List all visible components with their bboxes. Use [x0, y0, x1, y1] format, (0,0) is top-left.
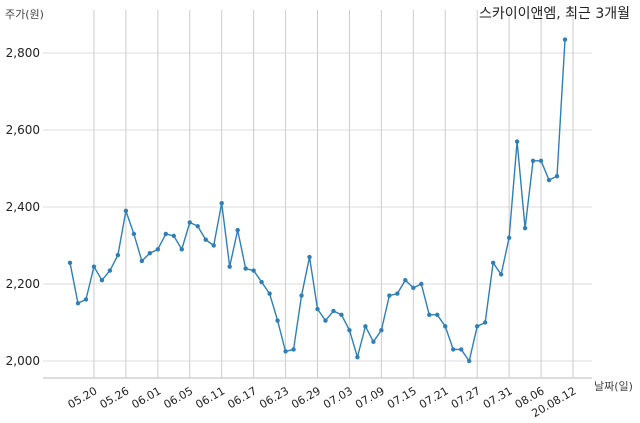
data-point [403, 277, 408, 283]
data-point [395, 291, 400, 296]
data-point [331, 308, 336, 314]
data-point [474, 324, 480, 329]
y-tick-label: 2,400 [6, 200, 40, 214]
data-point [554, 174, 560, 179]
x-tick-label: 07.09 [353, 384, 387, 411]
data-point [99, 277, 105, 283]
data-point [219, 200, 224, 206]
y-tick-label: 2,600 [6, 123, 40, 137]
data-point [179, 247, 184, 252]
data-point [235, 227, 240, 233]
data-point [522, 225, 528, 231]
chart-title: 스카이이앤엠, 최근 3개월 [479, 6, 630, 22]
data-point [482, 320, 488, 325]
data-point [147, 251, 153, 256]
data-point [91, 264, 97, 269]
data-point [339, 312, 344, 317]
data-point [315, 306, 320, 312]
data-point [514, 139, 520, 144]
x-tick-label: 07.03 [321, 384, 355, 411]
data-point [203, 237, 208, 242]
x-tick-label: 07.27 [449, 384, 483, 411]
x-tick-label: 06.29 [289, 384, 323, 411]
data-point [490, 260, 496, 266]
y-axis-label: 주가(원) [5, 8, 44, 21]
data-point [466, 358, 472, 364]
data-point [379, 328, 384, 333]
data-point [131, 231, 137, 237]
y-tick-label: 2,800 [6, 46, 40, 60]
data-point [323, 318, 328, 323]
data-point [506, 235, 512, 240]
data-point [171, 233, 176, 239]
data-point [163, 231, 169, 237]
grid-lines [43, 10, 592, 379]
data-point [139, 258, 145, 264]
data-point [123, 208, 129, 214]
data-point [259, 279, 264, 285]
data-point [427, 312, 432, 317]
data-point [227, 264, 232, 269]
data-point [498, 272, 504, 277]
data-point [75, 301, 81, 306]
data-point [211, 243, 216, 248]
data-point [387, 293, 392, 298]
data-point [355, 354, 360, 360]
x-tick-label: 07.21 [417, 384, 451, 411]
data-point [459, 347, 464, 352]
x-tick-label: 06.23 [257, 384, 291, 411]
y-tick-label: 2,000 [6, 354, 40, 368]
data-point [530, 158, 536, 163]
data-point [67, 260, 73, 266]
data-point [83, 297, 89, 302]
data-point [291, 347, 296, 352]
data-point [363, 324, 368, 329]
x-tick-label: 06.01 [130, 384, 164, 411]
x-tick-label: 05.20 [66, 384, 100, 411]
x-tick-label: 05.26 [98, 384, 132, 411]
x-tick-label: 07.15 [385, 384, 419, 411]
data-point [283, 349, 288, 354]
data-point [243, 266, 248, 271]
data-point [562, 37, 568, 42]
data-point [299, 293, 304, 298]
data-point [347, 328, 352, 333]
data-point [538, 158, 544, 163]
x-tick-label: 06.17 [225, 384, 259, 411]
data-point [307, 254, 312, 260]
data-point [267, 291, 272, 296]
x-tick-label: 06.05 [161, 384, 195, 411]
data-point [411, 285, 416, 291]
data-point [443, 324, 448, 329]
y-tick-label: 2,200 [6, 277, 40, 291]
data-point [371, 339, 376, 344]
data-point [275, 318, 280, 323]
data-point [451, 347, 456, 352]
data-point [251, 268, 256, 273]
y-axis-ticks: 2,000 2,200 2,400 2,600 2,800 [6, 46, 40, 368]
data-point [107, 268, 113, 273]
data-point [115, 252, 121, 258]
x-axis-ticks: 05.2005.2606.0106.0506.1106.1706.2306.29… [66, 384, 579, 420]
data-point [155, 247, 161, 252]
data-point [419, 281, 424, 287]
data-point [435, 312, 440, 317]
data-point [187, 220, 192, 225]
x-tick-label: 07.31 [481, 384, 515, 411]
data-point [195, 224, 200, 229]
data-point [546, 177, 552, 183]
price-series-points [67, 37, 568, 364]
x-axis-label: 날짜(일) [594, 379, 633, 393]
x-tick-label: 06.11 [193, 384, 227, 411]
